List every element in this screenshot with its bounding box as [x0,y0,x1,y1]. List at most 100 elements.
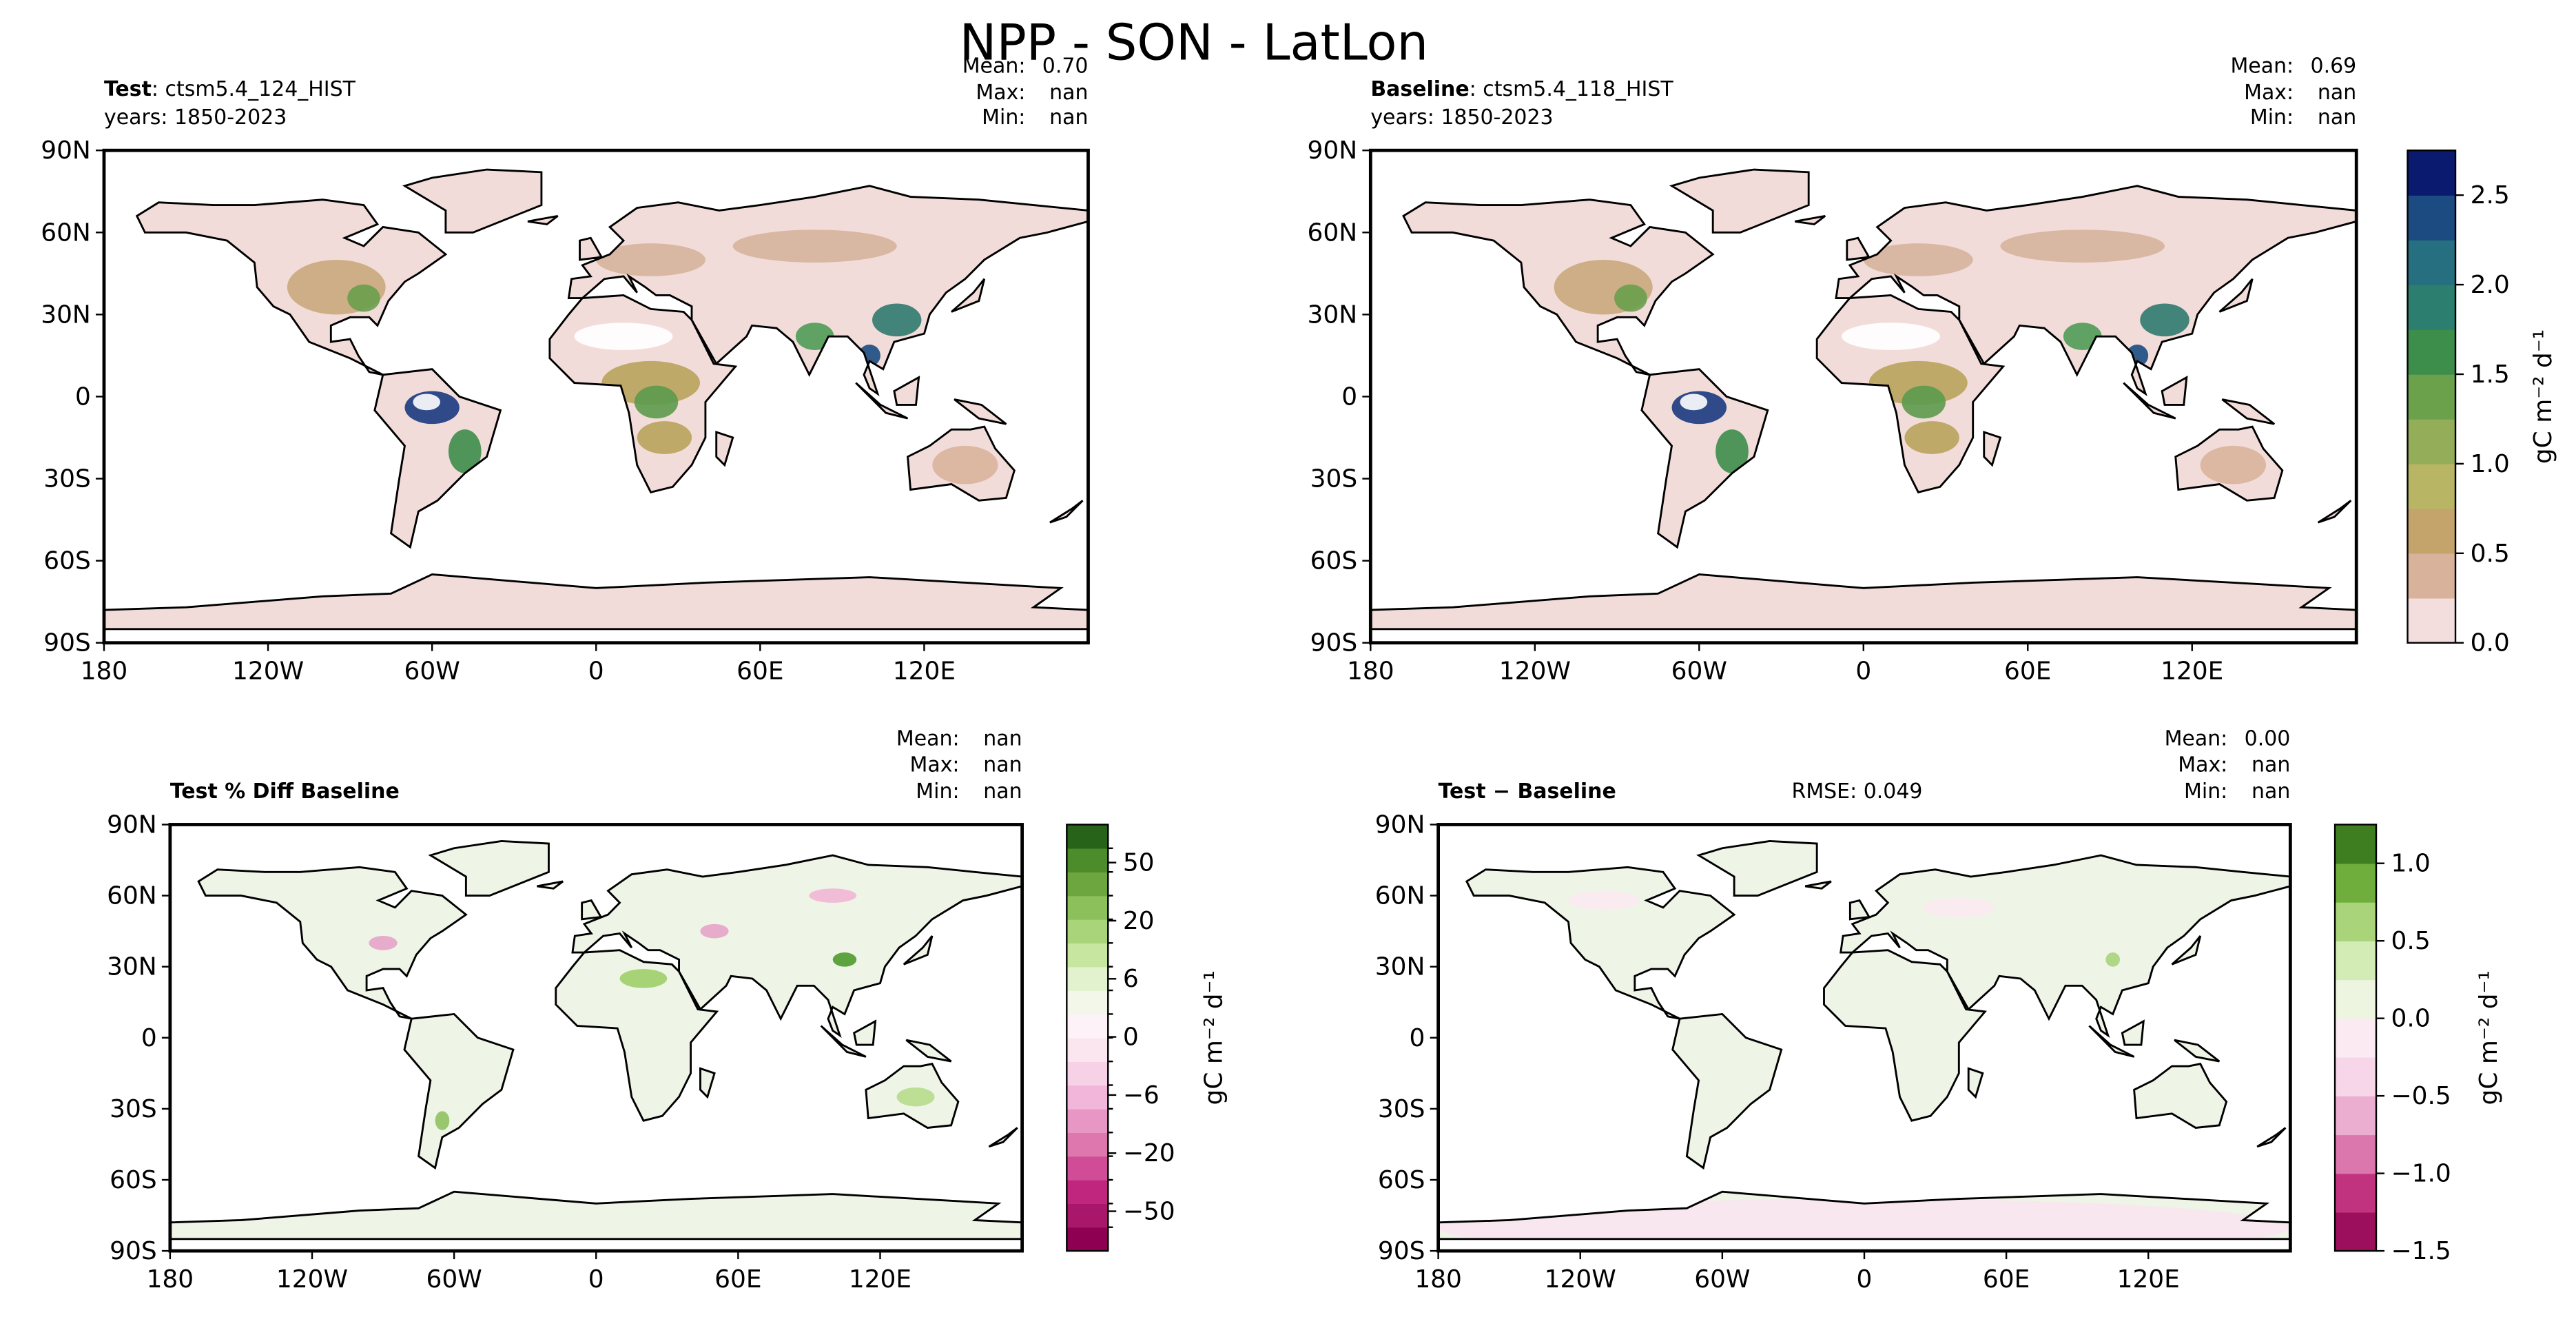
header-bold: Test % Diff Baseline [170,779,400,804]
coastline [1370,168,2357,631]
field-patch [700,923,729,939]
colorbar-band [1067,1014,1109,1039]
field-patch [1715,429,1749,473]
x-tick-label: 120W [1499,657,1571,685]
y-tick-label: 60N [41,218,91,247]
y-tick-label: 60S [110,1166,157,1194]
field-patch [637,421,692,454]
colorbar-band [1067,943,1109,968]
panel-header: Baseline: ctsm5.4_118_HIST [1370,77,1673,101]
field-patch [1568,890,1640,910]
field-patch [435,1111,450,1130]
y-tick-label: 60N [107,882,157,910]
y-tick-label: 30S [43,465,91,493]
coastline [169,840,1022,1241]
field-patch [2140,303,2189,337]
y-tick-label: 30N [41,300,91,329]
header-bold: Test [104,77,152,101]
colorbar-band [2335,901,2376,941]
stat-value: nan [983,726,1022,751]
stat-label: Min: [916,779,959,804]
stat-value: nan [983,753,1022,777]
stat-label: Mean: [2165,726,2228,751]
y-tick-label: 60N [1308,218,1358,247]
field-patch [896,1087,935,1107]
colorbar-band [2407,240,2456,285]
stat-label: Mean: [962,54,1026,78]
header-bold: Test − Baseline [1439,779,1616,804]
x-tick-label: 60E [2004,657,2051,685]
y-tick-label: 0 [75,382,91,411]
colorbar-band [2407,374,2456,420]
x-tick-label: 0 [588,657,604,685]
colorbar-tick-label: 1.5 [2471,360,2510,389]
stat-value: nan [1049,81,1088,105]
colorbar-band [2335,1173,2376,1213]
stat-label: Mean: [896,726,960,751]
y-tick-label: 30S [1378,1095,1425,1123]
field-patch [596,243,705,276]
x-tick-label: 60E [1983,1265,2030,1294]
field-patch [634,385,679,419]
field-patch [1841,323,1941,350]
x-tick-label: 120W [232,657,304,685]
colorbar-tick-label: 2.0 [2471,271,2510,299]
colorbar-band [1067,895,1109,920]
colorbar-band [2407,508,2456,554]
colorbar-band [1067,966,1109,991]
colorbar-tick-label: −1.0 [2391,1160,2451,1188]
colorbar-band [2407,195,2456,241]
stat-label: Max: [2178,753,2227,777]
field-patch [1614,284,1647,312]
field-patch [1902,385,1946,419]
colorbar-tick-label: 1.0 [2471,450,2510,478]
x-tick-label: 0 [588,1265,604,1294]
field [287,229,998,484]
colorbar-band [2407,463,2456,509]
x-tick-label: 180 [1414,1265,1462,1294]
field-patch [732,229,897,263]
header-case: : ctsm5.4_124_HIST [152,77,356,101]
field-patch [574,323,673,350]
field-patch [2200,445,2267,484]
colorbar-tick-label: −50 [1123,1198,1175,1226]
colorbar-band [1067,1203,1109,1228]
colorbar-band [2335,863,2376,903]
stat-label: Min: [2250,105,2294,130]
stat-label: Min: [982,105,1025,130]
colorbar-band [2407,150,2456,196]
colorbar-tick-label: 1.0 [2391,850,2431,878]
x-tick-label: 0 [1857,1265,1873,1294]
colorbar-band [2335,1134,2376,1174]
y-tick-label: 30S [1310,465,1358,493]
colorbar-tick-label: 0 [1123,1023,1139,1052]
field-patch [1868,360,1968,405]
colorbar-band [1067,1132,1109,1157]
y-tick-label: 30N [107,953,157,981]
x-tick-label: 60W [1694,1265,1750,1294]
x-tick-label: 60W [404,657,460,685]
field [369,888,935,1130]
colorbar-band [2335,979,2376,1019]
land [1438,841,2291,1239]
colorbar-tick-label: 2.5 [2471,181,2510,210]
header-case: : ctsm5.4_118_HIST [1470,77,1674,101]
x-tick-label: 180 [1347,657,1394,685]
colorbar-band [1067,1061,1109,1086]
panel-header: Test % Diff Baseline [170,779,400,804]
y-tick-label: 90N [1308,136,1358,165]
field-patch [369,936,398,950]
y-tick-label: 90N [41,136,91,165]
y-tick-label: 60S [1310,547,1358,575]
y-tick-label: 90S [1310,629,1358,657]
field-patch [2105,952,2121,967]
colorbar-tick-label: 0.0 [2471,629,2510,657]
colorbar-band [1067,848,1109,872]
colorbar-band [1067,1037,1109,1062]
colorbar-tick-label: −6 [1123,1081,1160,1110]
colorbar-band [2335,1096,2376,1136]
colorbar-band [1067,872,1109,897]
colorbar-band [2335,1212,2376,1252]
colorbar-tick-label: −0.5 [2391,1082,2451,1110]
